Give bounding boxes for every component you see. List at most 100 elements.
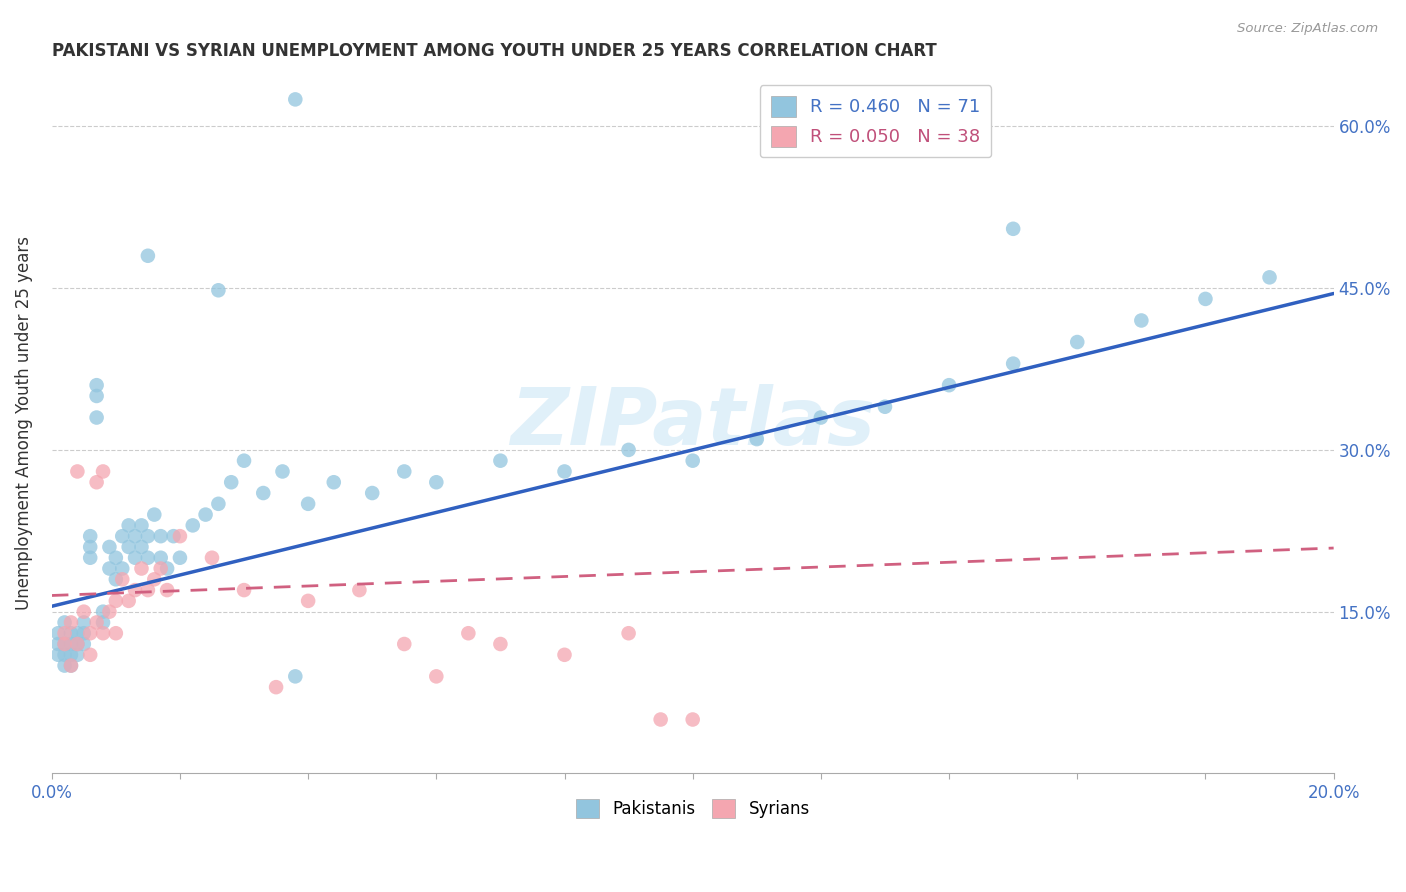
Text: Source: ZipAtlas.com: Source: ZipAtlas.com: [1237, 22, 1378, 36]
Point: [53, 637, 76, 651]
Point: [181, 518, 204, 533]
Point: [149, 529, 172, 543]
Point: [322, 475, 344, 490]
Point: [873, 400, 896, 414]
Point: [361, 486, 384, 500]
Point: [53, 626, 76, 640]
Point: [46, 626, 69, 640]
Point: [79, 529, 101, 543]
Point: [104, 594, 127, 608]
Point: [252, 486, 274, 500]
Point: [489, 637, 512, 651]
Point: [425, 669, 447, 683]
Point: [489, 453, 512, 467]
Legend: Pakistanis, Syrians: Pakistanis, Syrians: [569, 792, 817, 825]
Point: [149, 550, 172, 565]
Point: [79, 626, 101, 640]
Point: [79, 550, 101, 565]
Point: [233, 583, 256, 598]
Point: [53, 637, 76, 651]
Point: [1194, 292, 1216, 306]
Point: [46, 648, 69, 662]
Point: [1130, 313, 1153, 327]
Point: [59, 648, 82, 662]
Point: [59, 658, 82, 673]
Point: [59, 658, 82, 673]
Point: [219, 475, 242, 490]
Point: [118, 540, 141, 554]
Point: [553, 465, 575, 479]
Point: [98, 561, 121, 575]
Point: [617, 442, 640, 457]
Point: [938, 378, 960, 392]
Point: [118, 518, 141, 533]
Point: [66, 637, 89, 651]
Y-axis label: Unemployment Among Youth under 25 years: Unemployment Among Youth under 25 years: [15, 235, 32, 610]
Point: [136, 583, 159, 598]
Point: [124, 529, 146, 543]
Point: [91, 615, 114, 630]
Point: [124, 583, 146, 598]
Point: [111, 561, 134, 575]
Point: [124, 550, 146, 565]
Point: [86, 410, 108, 425]
Point: [104, 550, 127, 565]
Point: [53, 615, 76, 630]
Point: [86, 378, 108, 392]
Point: [104, 626, 127, 640]
Point: [79, 540, 101, 554]
Point: [156, 583, 179, 598]
Point: [79, 648, 101, 662]
Point: [425, 475, 447, 490]
Point: [682, 713, 704, 727]
Point: [91, 465, 114, 479]
Point: [297, 594, 319, 608]
Point: [264, 680, 287, 694]
Point: [104, 572, 127, 586]
Point: [617, 626, 640, 640]
Point: [349, 583, 371, 598]
Point: [91, 605, 114, 619]
Point: [53, 648, 76, 662]
Point: [650, 713, 672, 727]
Point: [394, 637, 416, 651]
Point: [201, 550, 224, 565]
Point: [46, 637, 69, 651]
Point: [118, 594, 141, 608]
Point: [131, 540, 153, 554]
Point: [194, 508, 217, 522]
Point: [131, 518, 153, 533]
Point: [143, 508, 166, 522]
Point: [271, 465, 294, 479]
Point: [457, 626, 479, 640]
Point: [73, 626, 96, 640]
Point: [111, 572, 134, 586]
Point: [86, 615, 108, 630]
Point: [169, 550, 191, 565]
Point: [66, 637, 89, 651]
Point: [66, 626, 89, 640]
Point: [73, 637, 96, 651]
Point: [59, 615, 82, 630]
Point: [98, 605, 121, 619]
Point: [1002, 357, 1025, 371]
Point: [297, 497, 319, 511]
Point: [149, 561, 172, 575]
Point: [284, 92, 307, 106]
Point: [98, 540, 121, 554]
Text: PAKISTANI VS SYRIAN UNEMPLOYMENT AMONG YOUTH UNDER 25 YEARS CORRELATION CHART: PAKISTANI VS SYRIAN UNEMPLOYMENT AMONG Y…: [52, 42, 936, 60]
Point: [156, 561, 179, 575]
Point: [59, 637, 82, 651]
Point: [86, 475, 108, 490]
Point: [73, 605, 96, 619]
Point: [1066, 334, 1088, 349]
Point: [136, 550, 159, 565]
Point: [143, 572, 166, 586]
Point: [111, 529, 134, 543]
Point: [207, 283, 229, 297]
Point: [131, 561, 153, 575]
Point: [394, 465, 416, 479]
Point: [86, 389, 108, 403]
Point: [136, 249, 159, 263]
Point: [1002, 222, 1025, 236]
